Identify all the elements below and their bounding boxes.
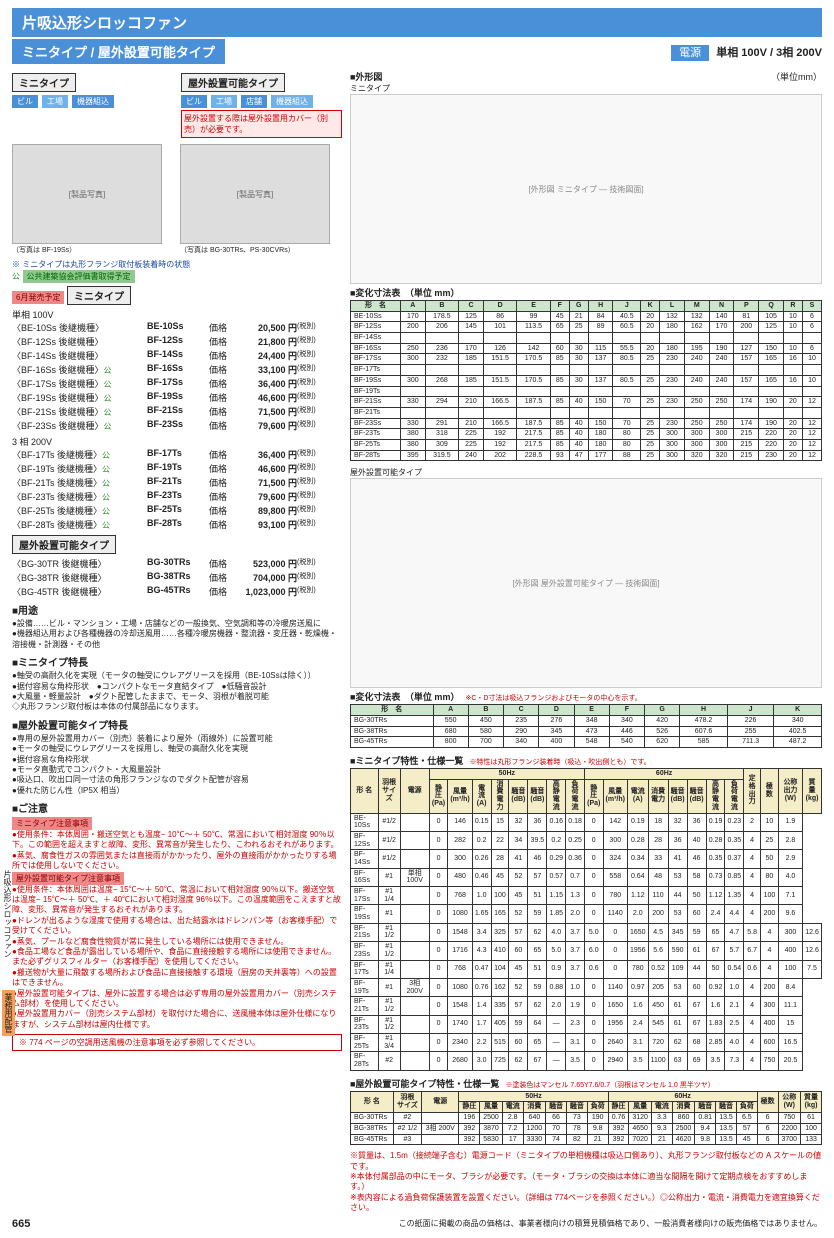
outdoor-type-section: 屋外設置可能タイプ (12, 535, 116, 554)
category-tag: 機器組込 (72, 95, 114, 108)
bottom-warning: ※ 774 ページの空調用送風機の注意事項を必ず参照してください。 (12, 1034, 342, 1051)
mini-type-section: ミニタイプ (67, 286, 131, 305)
price-row: 〈BG-30TR 後継機種〉BG-30TRs価格523,000 円(税別) (12, 557, 342, 570)
spec1-heading: ■ミニタイプ特性・仕様一覧※特性は丸形フランジ装着時（吸込・吹出側とも）です。 (350, 754, 822, 767)
outdoor-warning: 屋外設置する際は屋外設置用カバー（別売）が必要です。 (181, 110, 342, 138)
feat1-text: ●軸受の高耐久化を実現（モータの軸受にウレアグリースを採用（BE-10Ssは除く… (12, 671, 342, 713)
unit-mm: （単位mm） (771, 70, 822, 83)
use-heading: ■用途 (12, 602, 342, 617)
category-tag: 店舗 (241, 95, 267, 108)
dim2-heading: ■変化寸法表 （単位 mm）※C・D寸法は吸込フランジおよびモータの中心を示す。 (350, 690, 822, 703)
side-tab-category: 片吸込形シロッコファン (2, 870, 13, 958)
subtitle: ミニタイプ / 屋外設置可能タイプ (12, 39, 225, 64)
spec-table-mini: 形 名羽根サイズ電源50Hz60Hz定格出力極数公称出力(W)質量(kg)静圧(… (350, 768, 822, 1071)
dimension-table-1: 形 名ABCDEFGHJKLMNPQRSBE-10Ss170178.512586… (350, 300, 822, 461)
caut2-text: ●使用条件：本体周囲は温度− 15℃〜＋ 50℃、常温において相対湿度 90％以… (12, 885, 342, 1030)
price-row: 〈BF-21Ts 後継機種〉公BF-21Ts価格71,500 円(税別) (12, 476, 342, 489)
price-row: 〈BF-17Ss 後継機種〉公BF-17Ss価格36,400 円(税別) (12, 377, 342, 390)
price-row: 〈BF-23Ts 後継機種〉公BF-23Ts価格79,600 円(税別) (12, 490, 342, 503)
caut1-h: ミニタイプ注意事項 (12, 817, 92, 830)
category-tag: ビル (12, 95, 38, 108)
price-row: 〈BE-10Ss 後継機種〉BE-10Ss価格20,500 円(税別) (12, 321, 342, 334)
diagram1-heading: ■外形図 (350, 70, 382, 83)
dimension-table-2: 形 名ABCDEFGHJKBG-30TRs5504502352763483404… (350, 704, 822, 748)
feat1-heading: ■ミニタイプ特長 (12, 654, 342, 669)
phase-100v: 単相 100V (12, 308, 342, 321)
page-number: 665 (12, 1218, 30, 1230)
product-photo-outdoor: [製品写真] (180, 144, 330, 244)
price-row: 〈BF-19Ss 後継機種〉公BF-19Ss価格46,600 円(税別) (12, 391, 342, 404)
release-note: 6月発売予定 (12, 291, 64, 304)
diagram2-label: 屋外設置可能タイプ (350, 467, 822, 478)
price-row: 〈BF-16Ss 後継機種〉公BF-16Ss価格33,100 円(税別) (12, 363, 342, 376)
power-spec: 電源 単相 100V / 3相 200V (671, 44, 822, 60)
category-tag: 工場 (42, 95, 68, 108)
outline-diagram-outdoor: [外形図 屋外設置可能タイプ — 技術図面] (350, 478, 822, 688)
price-row: 〈BF-23Ss 後継機種〉公BF-23Ss価格79,600 円(税別) (12, 419, 342, 432)
caut2-h: 屋外設置可能タイプ注意事項 (12, 872, 124, 885)
outline-diagram-mini: [外形図 ミニタイプ — 技術図面] (350, 94, 822, 284)
price-row: 〈BF-12Ss 後継機種〉BF-12Ss価格21,800 円(税別) (12, 335, 342, 348)
price-row: 〈BF-25Ts 後継機種〉公BF-25Ts価格89,800 円(税別) (12, 504, 342, 517)
dim1-heading: ■変化寸法表 （単位 mm） (350, 286, 822, 299)
photo-note: ※ ミニタイプは丸形フランジ取付板装着時の状態 (12, 259, 342, 270)
power-label: 電源 (671, 45, 709, 61)
footnotes: ※質量は、1.5m（接続端子含む）電源コード（ミニタイプの単相機種は吸込口側あり… (350, 1151, 822, 1213)
photo-caption-1: （写真は BF-19Ss） (12, 245, 174, 255)
mini-type-box-title: ミニタイプ (12, 73, 76, 92)
caution-heading: ■ご注意 (12, 800, 342, 815)
price-row: 〈BF-14Ss 後継機種〉BF-14Ss価格24,400 円(税別) (12, 349, 342, 362)
category-tag: 工場 (211, 95, 237, 108)
power-value: 単相 100V / 3相 200V (716, 47, 822, 59)
category-tag: ビル (181, 95, 207, 108)
category-tag: 機器組込 (271, 95, 313, 108)
feat2-heading: ■屋外設置可能タイプ特長 (12, 717, 342, 732)
phase-200v: 3 相 200V (12, 435, 342, 448)
page-title: 片吸込形シロッコファン (12, 8, 822, 37)
spec-table-outdoor: 形 名羽根サイズ電源50Hz60Hz極数公称(W)質量(kg)静圧風量電流消費騒… (350, 1091, 822, 1145)
price-row: 〈BF-19Ts 後継機種〉公BF-19Ts価格46,600 円(税別) (12, 462, 342, 475)
price-row: 〈BF-21Ss 後継機種〉公BF-21Ss価格71,500 円(税別) (12, 405, 342, 418)
spec2-heading: ■屋外設置可能タイプ特性・仕様一覧※塗装色はマンセル 7.65Y7.6/0.7（… (350, 1077, 822, 1090)
caut1-text: ●使用条件：本体周囲・搬送空気とも温度− 10℃〜＋ 50℃、常温において相対湿… (12, 830, 342, 872)
diagram1-label: ミニタイプ (350, 83, 822, 94)
price-row: 〈BG-38TR 後継機種〉BG-38TRs価格704,000 円(税別) (12, 571, 342, 584)
feat2-text: ●専用の屋外設置用カバー（別売）装着により屋外（雨線外）に設置可能 ●モータの軸… (12, 734, 342, 796)
cert-note: 公共建築協会評価書取得予定 (23, 270, 135, 283)
price-row: 〈BF-17Ts 後継機種〉公BF-17Ts価格36,400 円(税別) (12, 448, 342, 461)
outdoor-type-box-title: 屋外設置可能タイプ (181, 73, 285, 92)
eco-mark-icon: 公 (12, 272, 20, 281)
product-photo-mini: [製品写真] (12, 144, 162, 244)
photo-caption-2: （写真は BG-30TRs、PS-30CVRs） (180, 245, 342, 255)
use-text: ●設備……ビル・マンション・工場・店舗などの一般換気、空気調和等の冷暖房送風に … (12, 619, 342, 650)
side-tab-section: 業務用配管 (2, 990, 15, 1036)
price-row: 〈BG-45TR 後継機種〉BG-45TRs価格1,023,000 円(税別) (12, 585, 342, 598)
price-row: 〈BF-28Ts 後継機種〉公BF-28Ts価格93,100 円(税別) (12, 518, 342, 531)
footer-disclaimer: この紙面に掲載の商品の価格は、事業者様向けの積算見積価格であり、一般消費者様向け… (399, 1218, 822, 1230)
